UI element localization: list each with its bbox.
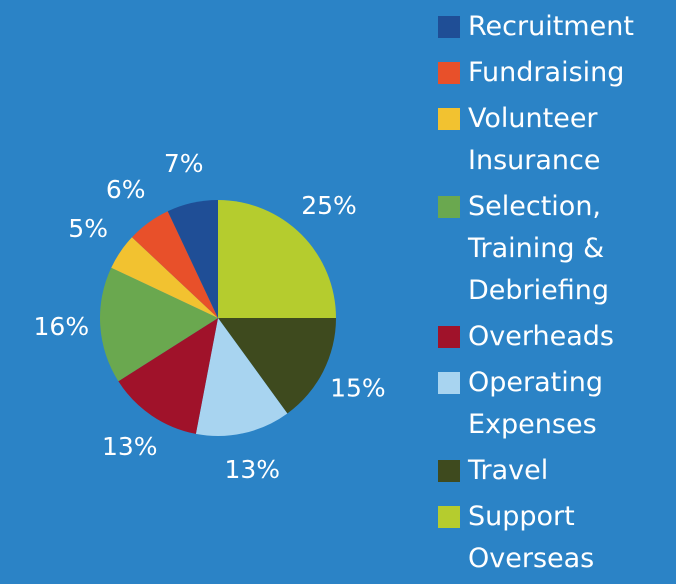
legend-label: Travel — [468, 455, 549, 486]
data-label: 16% — [34, 312, 90, 341]
data-label: 7% — [164, 149, 204, 178]
legend-item: Fundraising — [438, 52, 676, 94]
pie-slice — [100, 267, 218, 382]
data-label: 13% — [224, 455, 280, 484]
pie-slice — [131, 211, 218, 318]
legend-swatch — [438, 62, 460, 84]
legend-label: Fundraising — [468, 57, 625, 88]
legend-item: Recruitment — [438, 6, 676, 48]
legend-swatch — [438, 460, 460, 482]
legend-swatch — [438, 372, 460, 394]
pie-slice — [218, 200, 336, 318]
legend-label: Support Overseas — [468, 501, 595, 574]
data-label: 25% — [301, 191, 357, 220]
legend-item: Volunteer Insurance — [438, 98, 676, 182]
legend-swatch — [438, 326, 460, 348]
legend-item: Selection, Training & Debriefing — [438, 186, 676, 312]
data-label: 15% — [330, 373, 386, 402]
legend-swatch — [438, 16, 460, 38]
legend-item: Travel — [438, 450, 676, 492]
legend-swatch — [438, 196, 460, 218]
pie-slice — [167, 200, 218, 318]
legend-swatch — [438, 506, 460, 528]
pie-slice — [118, 318, 218, 434]
legend-label: Overheads — [468, 321, 614, 352]
data-label: 13% — [102, 432, 158, 461]
legend-item: Support Overseas — [438, 496, 676, 580]
pie-slice — [195, 318, 288, 436]
legend-label: Recruitment — [468, 11, 634, 42]
legend-item: Overheads — [438, 316, 676, 358]
data-label: 6% — [106, 175, 146, 204]
page: 25% 15% 13% 13% 16% 5% 6% 7% Recruitment Fundrai… — [33, 11, 634, 574]
legend-label: Volunteer Insurance — [468, 103, 601, 176]
pie-slice — [218, 318, 336, 414]
legend-label: Operating Expenses — [468, 367, 603, 440]
legend-swatch — [438, 108, 460, 130]
pie-chart: 25% 15% 13% 13% 16% 5% 6% 7% — [34, 149, 386, 484]
legend-item: Operating Expenses — [438, 362, 676, 446]
legend-label: Selection, Training & Debriefing — [468, 191, 610, 306]
legend: Recruitment Fundraising Volunteer Insuranc… — [438, 6, 676, 584]
pie-slice — [111, 237, 218, 318]
data-label: 5% — [68, 214, 108, 243]
